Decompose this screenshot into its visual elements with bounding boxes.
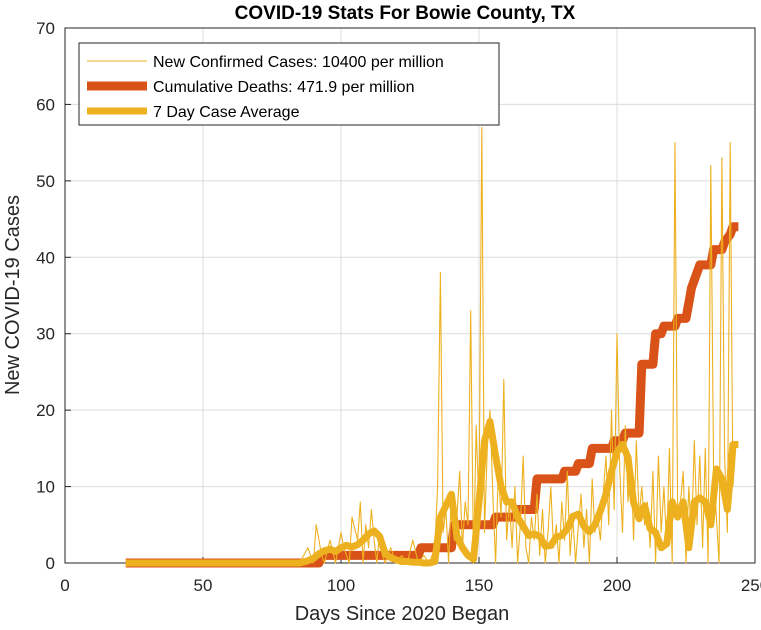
chart-title: COVID-19 Stats For Bowie County, TX xyxy=(235,3,576,24)
x-axis-label: Days Since 2020 Began xyxy=(295,603,510,625)
y-tick-label: 60 xyxy=(36,95,55,114)
legend-label-7-day-average: 7 Day Case Average xyxy=(153,104,300,121)
x-tick-label: 150 xyxy=(465,576,493,595)
x-tick-label: 100 xyxy=(327,576,355,595)
legend: New Confirmed Cases: 10400 per million C… xyxy=(78,42,500,126)
y-tick-label: 10 xyxy=(36,478,55,497)
x-tick-label: 0 xyxy=(60,576,69,595)
x-axis: 0 50 100 150 200 250 xyxy=(60,557,761,595)
y-tick-label: 70 xyxy=(36,19,55,38)
y-tick-label: 50 xyxy=(36,172,55,191)
x-tick-label: 50 xyxy=(194,576,213,595)
y-tick-label: 0 xyxy=(46,554,55,573)
y-tick-label: 40 xyxy=(36,248,55,267)
y-tick-label: 30 xyxy=(36,325,55,344)
y-axis-label: New COVID-19 Cases xyxy=(2,195,24,395)
legend-label-cumulative-deaths: Cumulative Deaths: 471.9 per million xyxy=(153,79,414,96)
series-layer xyxy=(125,126,739,568)
x-tick-label: 200 xyxy=(603,576,631,595)
y-tick-label: 20 xyxy=(36,401,55,420)
legend-box xyxy=(78,42,500,126)
legend-label-new-cases: New Confirmed Cases: 10400 per million xyxy=(153,54,444,71)
x-tick-label: 250 xyxy=(741,576,761,595)
series-7-day-case-average xyxy=(125,418,739,567)
y-axis: 0 10 20 30 40 50 60 70 xyxy=(36,19,71,573)
series-cumulative-deaths xyxy=(125,222,739,568)
